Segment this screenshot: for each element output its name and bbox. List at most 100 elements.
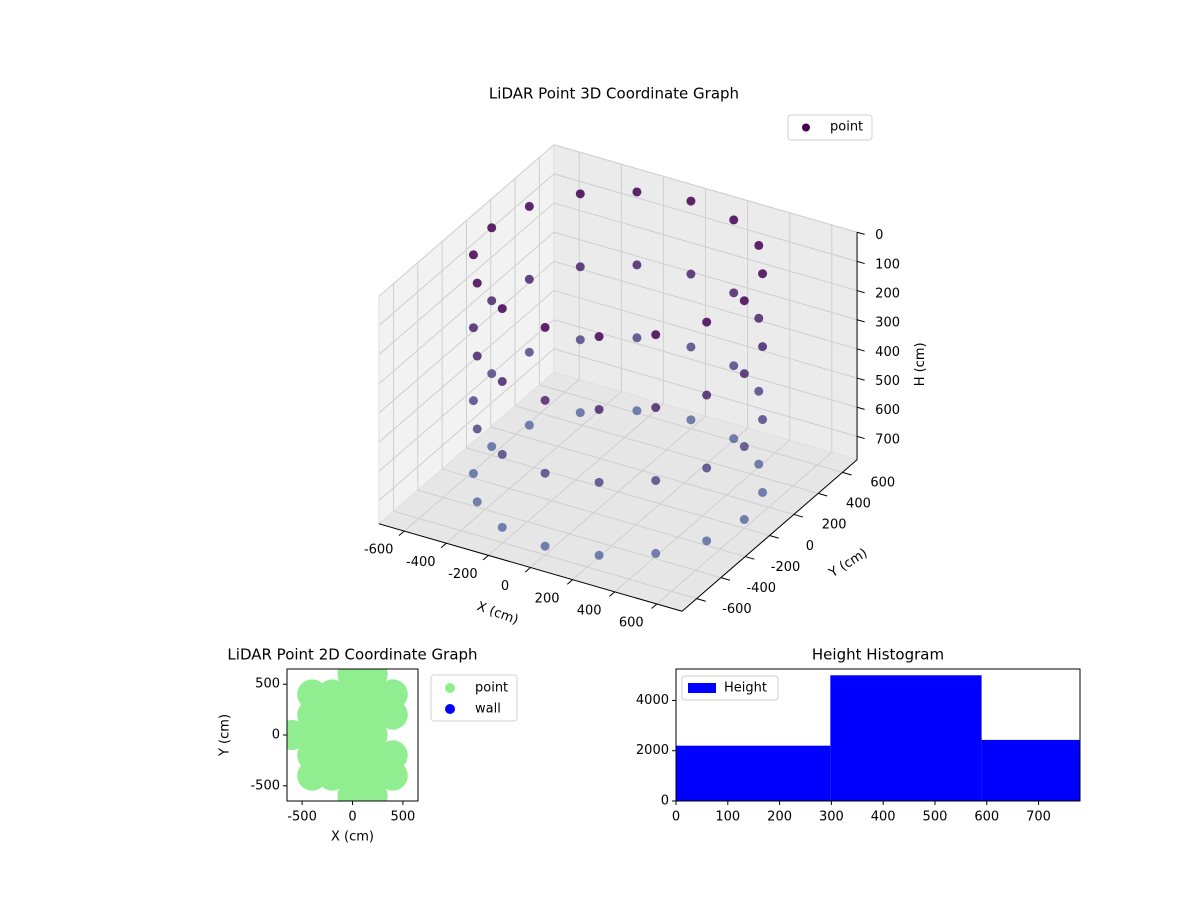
grid-line <box>490 426 794 515</box>
point <box>754 313 764 323</box>
x-tick-label: 600 <box>619 616 644 631</box>
point <box>739 442 749 452</box>
tick-mark <box>651 603 658 609</box>
axis-line <box>378 523 683 612</box>
point <box>468 323 478 333</box>
tick-mark <box>769 535 779 539</box>
point <box>686 196 696 206</box>
tick-mark <box>856 290 865 294</box>
point <box>540 541 550 551</box>
y-tick-label: -600 <box>722 602 752 617</box>
y-tick-label: 0 <box>272 728 280 743</box>
grid-line <box>514 405 819 494</box>
tick-mark <box>856 406 865 410</box>
grid-line <box>378 144 555 297</box>
legend-box <box>430 674 518 722</box>
tick-mark <box>440 542 447 549</box>
grid-line <box>378 173 555 326</box>
tick-mark <box>567 579 573 585</box>
tick-mark <box>398 530 405 536</box>
chart-title: LiDAR Point 2D Coordinate Graph <box>227 646 477 664</box>
tick-mark <box>856 377 865 381</box>
legend-marker <box>445 704 455 714</box>
z-axis-label: H (cm) <box>913 342 928 386</box>
point <box>468 469 478 479</box>
point <box>651 330 661 340</box>
point <box>686 415 696 425</box>
grid-line <box>553 173 858 262</box>
y-tick-label: 2000 <box>636 743 669 758</box>
x-tick-label: -200 <box>448 567 478 582</box>
z-tick-label: 400 <box>875 345 900 360</box>
point <box>758 269 768 279</box>
point <box>729 215 739 225</box>
point <box>487 442 497 452</box>
bar <box>981 739 1080 801</box>
tick-mark <box>524 567 531 573</box>
z-tick-label: 700 <box>875 432 900 447</box>
tick-mark <box>793 513 804 518</box>
point <box>472 497 482 507</box>
tick-mark <box>720 577 731 581</box>
point <box>632 406 642 416</box>
point <box>632 187 642 197</box>
y-axis-label: Y (cm) <box>218 714 233 757</box>
point <box>729 361 739 371</box>
point <box>497 449 507 459</box>
point <box>575 408 585 418</box>
point <box>487 296 497 306</box>
z-tick-label: 200 <box>875 287 900 302</box>
point <box>651 475 661 485</box>
point <box>497 376 507 386</box>
point <box>377 699 408 730</box>
y-tick-label: 4000 <box>636 693 669 708</box>
z-tick-label: 300 <box>875 316 900 331</box>
point <box>594 550 604 560</box>
grid-line <box>553 319 858 408</box>
x-tick-label: 200 <box>535 591 560 606</box>
axis-line <box>681 459 858 612</box>
x-tick-label: 0 <box>501 579 509 594</box>
tick-mark <box>856 319 865 323</box>
point <box>594 404 604 414</box>
grid-line <box>553 202 858 292</box>
point <box>739 369 749 379</box>
point <box>651 403 661 413</box>
point <box>729 434 739 444</box>
point <box>632 333 642 343</box>
grid-line <box>378 202 555 355</box>
plot-area <box>287 669 408 801</box>
tick-mark <box>842 471 852 476</box>
point <box>702 463 712 473</box>
grid-line <box>393 510 697 600</box>
x-tick-label: 500 <box>390 810 415 825</box>
chart-title: Height Histogram <box>812 646 944 664</box>
x-tick-label: -400 <box>406 555 436 570</box>
grid-line <box>539 384 843 473</box>
tick-mark <box>696 598 706 602</box>
point <box>575 335 585 345</box>
x-tick-label: 0 <box>348 810 356 825</box>
grid-line <box>378 290 555 443</box>
point <box>487 369 497 379</box>
legend-box <box>787 114 873 141</box>
point <box>702 390 712 400</box>
grid-line <box>553 144 858 233</box>
y-tick-label: 600 <box>870 476 895 491</box>
legend-swatch <box>688 683 716 693</box>
point <box>702 317 712 327</box>
x-tick-label: 600 <box>974 810 999 825</box>
y-tick-label: 400 <box>846 497 871 512</box>
point <box>472 351 482 361</box>
y-tick-label: 500 <box>255 677 280 692</box>
x-tick-label: 400 <box>577 603 602 618</box>
point <box>524 347 534 357</box>
y-tick-label: 0 <box>661 794 669 809</box>
bar <box>830 675 982 801</box>
point <box>524 201 534 211</box>
point <box>468 250 478 260</box>
y-tick-label: 200 <box>822 518 847 533</box>
grid-line <box>553 290 858 379</box>
tick-mark <box>856 260 865 265</box>
